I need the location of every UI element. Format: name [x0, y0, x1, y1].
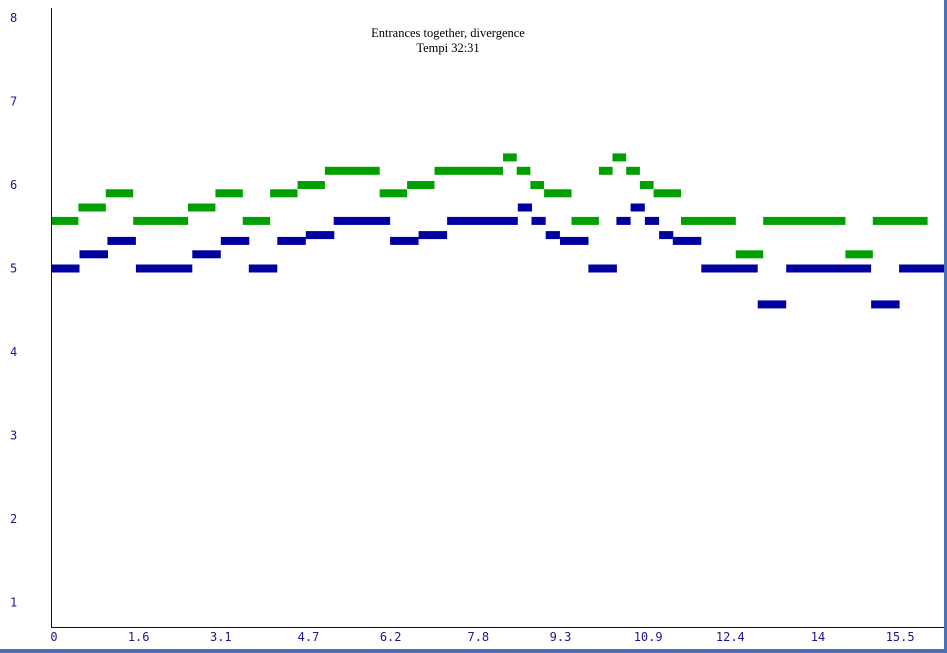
note-bar: [503, 153, 517, 162]
note-bar: [701, 264, 758, 273]
note-bar: [653, 189, 681, 198]
note-bar: [735, 250, 764, 259]
note-bar: [786, 264, 872, 273]
note-bar: [571, 216, 599, 225]
note-bar: [105, 189, 134, 198]
x-tick-labels: 0 1.6 3.1 4.7 6.2 7.8 9.3 10.9 12.4 14 15.5: [50, 630, 914, 644]
x-tick-label: 10.9: [634, 630, 663, 644]
x-tick-label: 1.6: [128, 630, 150, 644]
note-bar: [757, 300, 787, 309]
note-bar: [434, 166, 503, 175]
x-tick-label: 0: [50, 630, 57, 644]
note-bar: [681, 216, 736, 225]
note-bar: [630, 203, 645, 212]
note-bar: [418, 231, 448, 240]
note-bar: [598, 166, 613, 175]
note-bar: [188, 203, 216, 212]
note-bar: [517, 203, 532, 212]
note-bar: [544, 189, 572, 198]
note-bar: [659, 231, 674, 240]
note-bar: [220, 236, 250, 245]
note-bar: [516, 166, 531, 175]
note-bar: [616, 216, 631, 225]
x-tick-label: 4.7: [298, 630, 320, 644]
note-bar: [324, 166, 380, 175]
chart-title: Entrances together, divergence: [371, 26, 525, 40]
note-bar: [133, 216, 188, 225]
note-bar: [672, 236, 702, 245]
y-tick-label: 7: [10, 95, 17, 109]
note-bar: [270, 189, 298, 198]
note-bar: [447, 216, 518, 225]
chart-title-group: Entrances together, divergence Tempi 32:…: [371, 26, 525, 55]
x-tick-label: 3.1: [210, 630, 232, 644]
x-tick-label: 15.5: [886, 630, 915, 644]
note-bar: [333, 216, 391, 225]
voice-2-notes: [51, 203, 944, 309]
note-bar: [871, 300, 900, 309]
note-bar: [379, 189, 408, 198]
note-bar: [612, 153, 627, 162]
y-tick-labels: 1 2 3 4 5 6 7 8: [10, 11, 17, 610]
y-tick-label: 1: [10, 596, 17, 610]
note-bar: [639, 181, 654, 189]
x-tick-label: 14: [811, 630, 825, 644]
note-bar: [530, 181, 545, 189]
x-tick-label: 7.8: [467, 630, 489, 644]
x-tick-label: 9.3: [550, 630, 572, 644]
note-bar: [588, 264, 617, 273]
note-bar: [763, 216, 846, 225]
y-tick-label: 6: [10, 178, 17, 192]
note-bar: [79, 250, 108, 259]
note-bar: [135, 264, 193, 273]
note-bar: [297, 181, 325, 189]
note-bar: [545, 231, 560, 240]
note-bar: [845, 250, 873, 259]
y-tick-label: 5: [10, 262, 17, 276]
note-bar: [51, 264, 80, 273]
chart-subtitle: Tempi 32:31: [416, 41, 479, 55]
note-bar: [390, 236, 419, 245]
y-tick-label: 3: [10, 429, 17, 443]
note-bar: [192, 250, 221, 259]
note-bar: [899, 264, 944, 273]
note-bar: [872, 216, 928, 225]
x-tick-label: 6.2: [380, 630, 402, 644]
y-tick-label: 8: [10, 11, 17, 25]
note-bar: [51, 216, 79, 225]
note-bar: [407, 181, 435, 189]
note-bar: [277, 236, 306, 245]
y-tick-label: 2: [10, 512, 17, 526]
note-bar: [107, 236, 136, 245]
voice-1-notes: [51, 153, 928, 259]
note-bar: [78, 203, 106, 212]
note-bar: [560, 236, 589, 245]
note-bar: [248, 264, 278, 273]
notes-layer: [51, 153, 944, 309]
note-bar: [531, 216, 546, 225]
y-tick-label: 4: [10, 345, 17, 359]
note-bar: [644, 216, 660, 225]
note-bar: [626, 166, 640, 175]
x-tick-label: 12.4: [716, 630, 745, 644]
note-bar: [242, 216, 271, 225]
note-bar: [305, 231, 335, 240]
note-bar: [215, 189, 243, 198]
